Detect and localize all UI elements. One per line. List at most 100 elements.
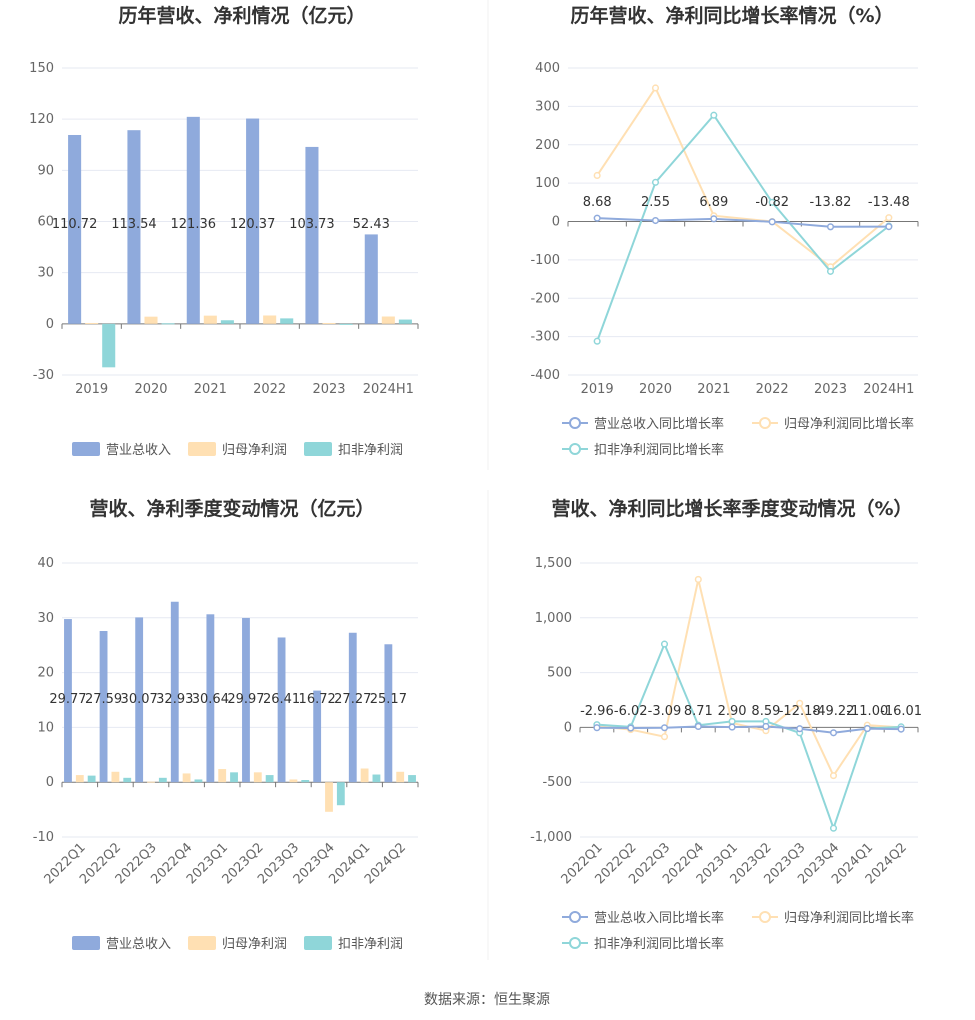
bar bbox=[313, 690, 322, 783]
data-point bbox=[651, 178, 660, 186]
y-tick-label: 0 bbox=[46, 317, 54, 332]
y-tick-label: 100 bbox=[535, 176, 560, 191]
legend-swatch bbox=[304, 936, 332, 950]
legend-label: 营业总收入 bbox=[106, 443, 171, 458]
data-label: -2.96 bbox=[580, 704, 614, 719]
legend-label: 扣非净利润 bbox=[338, 937, 403, 952]
data-source: 数据来源：恒生聚源 bbox=[424, 992, 550, 1008]
data-label: 110.72 bbox=[52, 217, 98, 232]
bar bbox=[123, 777, 132, 783]
bar bbox=[206, 614, 215, 783]
data-label: 103.73 bbox=[289, 217, 335, 232]
data-point bbox=[762, 722, 770, 731]
data-point bbox=[885, 223, 893, 231]
data-label: 113.54 bbox=[111, 217, 157, 232]
data-point bbox=[829, 772, 838, 780]
data-point bbox=[627, 724, 635, 732]
x-tick-label: 2020 bbox=[134, 382, 167, 397]
x-tick-label: 2023 bbox=[312, 382, 345, 397]
y-tick-label: 500 bbox=[547, 666, 572, 681]
bar bbox=[348, 632, 357, 783]
y-tick-label: 40 bbox=[37, 556, 54, 571]
x-tick-label: 2024H1 bbox=[363, 382, 414, 397]
data-point bbox=[593, 214, 601, 222]
legend-swatch bbox=[188, 442, 216, 456]
data-label: 52.43 bbox=[353, 217, 390, 232]
data-point bbox=[768, 198, 776, 206]
data-point bbox=[660, 724, 669, 732]
bar bbox=[68, 134, 82, 324]
data-point bbox=[826, 223, 835, 231]
chart-title: 历年营收、净利同比增长率情况（%） bbox=[570, 4, 893, 27]
bar bbox=[85, 322, 99, 324]
bar bbox=[242, 617, 250, 783]
x-tick-label: 2022 bbox=[756, 382, 789, 397]
data-point bbox=[768, 218, 776, 226]
annual-growth-rate-chart: 历年营收、净利同比增长率情况（%） 400 300 200 100 0 -100 -200 -3… bbox=[530, 4, 919, 458]
series-line bbox=[596, 641, 902, 832]
y-tick-label: -30 bbox=[33, 368, 54, 383]
y-tick-label: 0 bbox=[46, 775, 54, 790]
y-tick-label: 0 bbox=[564, 720, 572, 735]
data-label: 26.41 bbox=[263, 692, 300, 707]
data-point bbox=[710, 215, 718, 223]
bar bbox=[161, 323, 175, 325]
legend-label: 扣非净利润同比增长率 bbox=[594, 442, 724, 458]
data-label: 29.77 bbox=[49, 692, 86, 707]
bar bbox=[364, 234, 378, 324]
y-tick-label: 200 bbox=[535, 138, 560, 153]
data-label: 121.36 bbox=[171, 217, 217, 232]
series-line bbox=[597, 217, 889, 228]
legend-label: 扣非净利润 bbox=[338, 443, 403, 458]
series-line bbox=[596, 579, 902, 778]
y-tick-label: -200 bbox=[530, 291, 560, 306]
bar bbox=[87, 775, 96, 783]
data-point bbox=[897, 725, 905, 733]
y-tick-label: 60 bbox=[37, 215, 54, 230]
bar bbox=[384, 644, 393, 783]
data-point bbox=[885, 214, 893, 222]
y-tick-label: -10 bbox=[33, 830, 54, 845]
y-tick-label: -500 bbox=[542, 775, 572, 790]
bar bbox=[218, 769, 227, 783]
bar bbox=[194, 779, 203, 783]
quarterly-growth-rate-chart: 营收、净利同比增长率季度变动情况（%） 1,500 1,000 500 0 -500 -1,… bbox=[530, 497, 922, 952]
bar bbox=[170, 601, 179, 783]
data-label: 8.59 bbox=[751, 704, 780, 719]
legend-marker bbox=[569, 937, 581, 949]
legend-label: 扣非净利润同比增长率 bbox=[594, 936, 724, 952]
bar bbox=[322, 322, 336, 324]
x-tick-label: 2024H1 bbox=[863, 382, 914, 397]
data-label: 8.71 bbox=[684, 704, 713, 719]
legend-swatch bbox=[72, 936, 100, 950]
bar bbox=[372, 774, 381, 783]
data-label: 8.68 bbox=[583, 195, 612, 210]
data-label: 27.27 bbox=[334, 692, 371, 707]
bar bbox=[277, 637, 286, 783]
data-point bbox=[863, 725, 871, 733]
bar bbox=[253, 772, 262, 783]
bar bbox=[75, 775, 84, 783]
y-tick-label: 1,000 bbox=[535, 611, 572, 626]
bar bbox=[360, 768, 369, 783]
chart-title: 营收、净利季度变动情况（亿元） bbox=[89, 497, 374, 520]
legend-label: 归母净利润 bbox=[222, 443, 287, 458]
data-point bbox=[710, 111, 718, 119]
data-point bbox=[829, 729, 838, 737]
bar bbox=[336, 782, 345, 806]
x-tick-label: 2019 bbox=[581, 382, 614, 397]
legend-marker bbox=[759, 911, 771, 923]
bar bbox=[305, 146, 319, 324]
bar bbox=[135, 617, 144, 783]
data-label: 30.07 bbox=[121, 692, 158, 707]
data-point bbox=[796, 699, 804, 707]
x-tick-label: 2023 bbox=[814, 382, 847, 397]
bar bbox=[127, 130, 141, 324]
legend-label: 营业总收入 bbox=[106, 937, 171, 952]
data-label: -49.22 bbox=[813, 704, 855, 719]
data-point bbox=[728, 723, 736, 731]
data-point bbox=[651, 216, 660, 225]
bar bbox=[396, 771, 405, 783]
data-point bbox=[728, 717, 736, 725]
